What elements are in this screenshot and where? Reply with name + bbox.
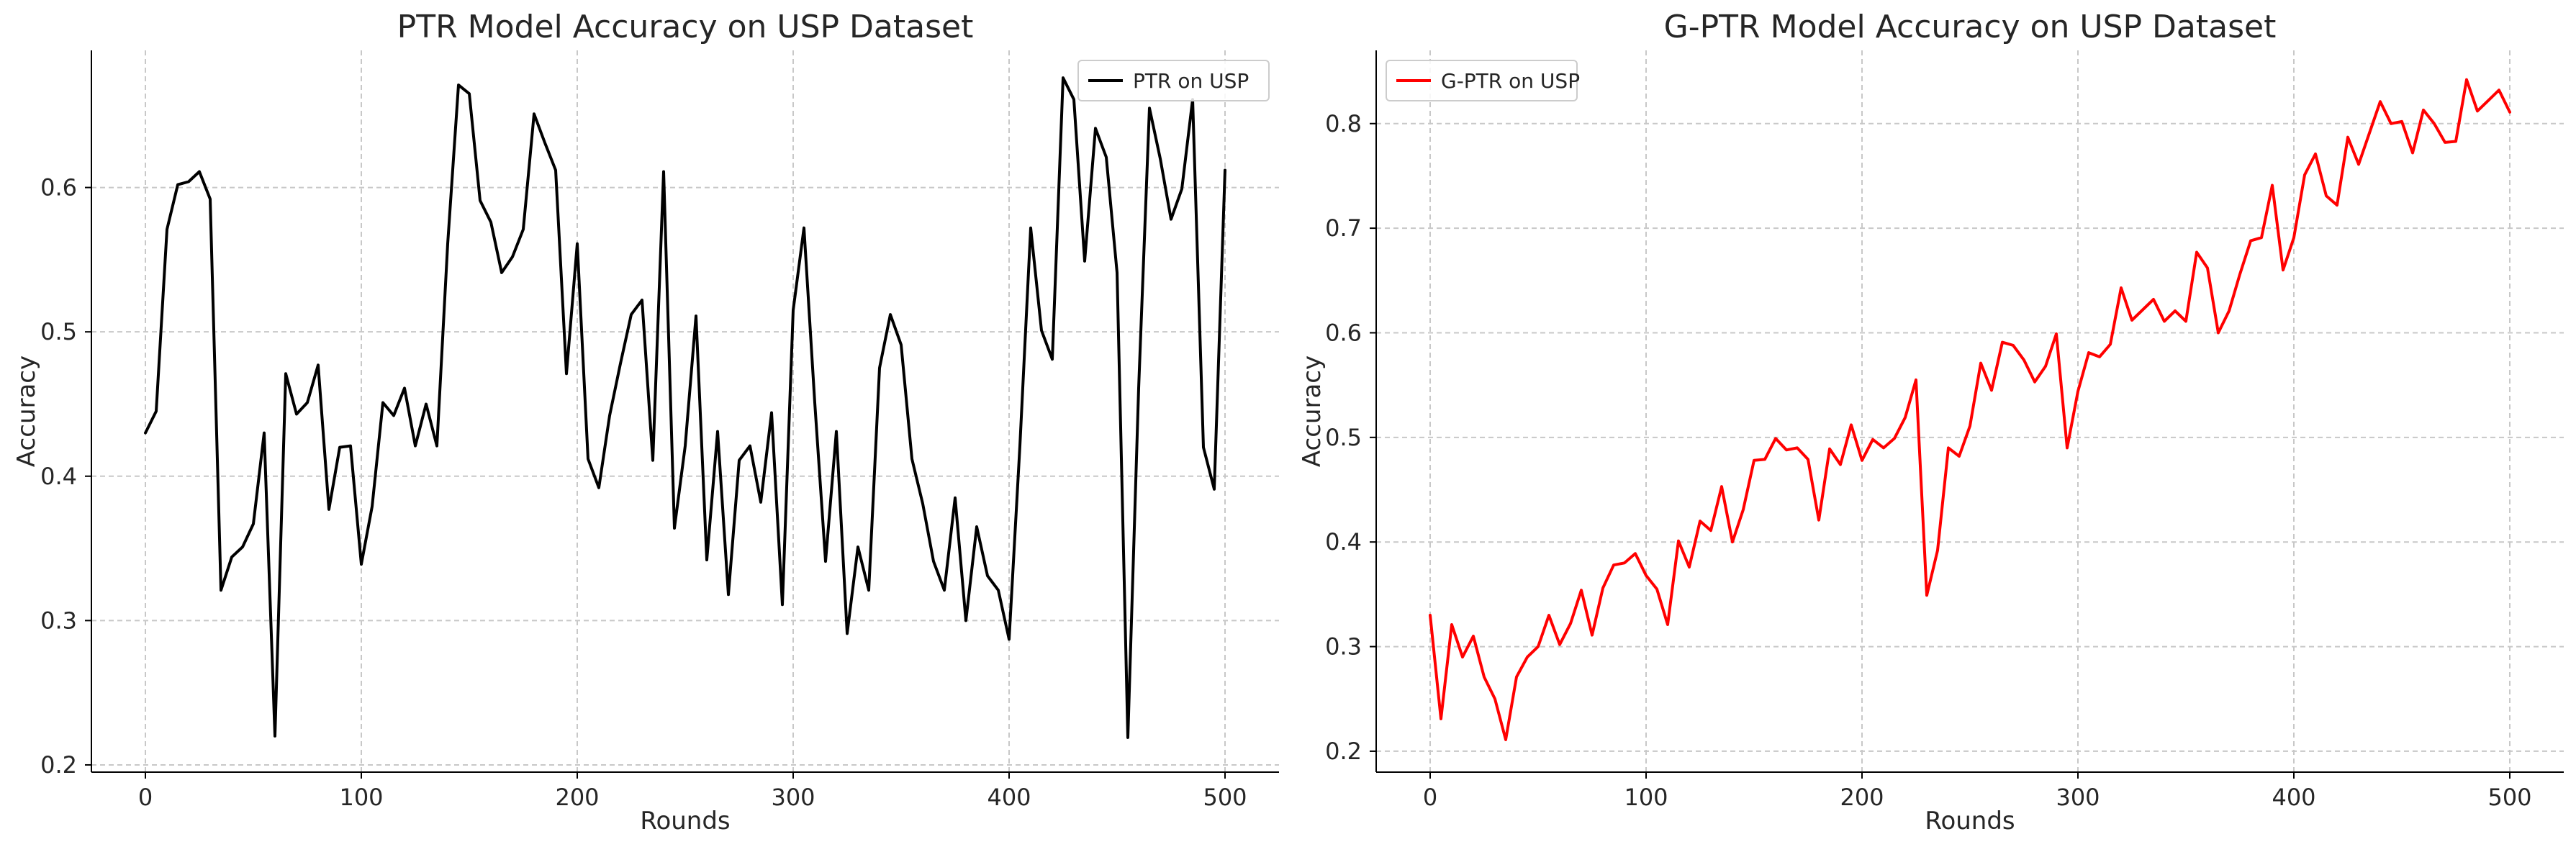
- y-tick-label: 0.5: [40, 318, 77, 345]
- chart-panel-gptr: 0 100 200 300 400 500 0.2 0.3 0.4 0.5 0.6 0.7 0.8 Rou…: [1298, 9, 2564, 835]
- y-tick-label: 0.3: [1325, 633, 1362, 661]
- y-tick-label: 0.5: [1325, 424, 1362, 451]
- x-axis-label: Rounds: [1925, 807, 2015, 835]
- y-tick-label: 0.2: [40, 751, 77, 779]
- x-tick-label: 500: [2487, 784, 2531, 811]
- x-tick-label: 0: [1423, 784, 1437, 811]
- x-axis-label: Rounds: [640, 807, 730, 835]
- chart-title: G-PTR Model Accuracy on USP Dataset: [1664, 9, 2277, 45]
- x-tick-label: 300: [771, 784, 815, 811]
- legend-label: PTR on USP: [1133, 69, 1249, 93]
- x-tick-label: 100: [339, 784, 383, 811]
- x-tick-label: 400: [2272, 784, 2315, 811]
- legend-label: G-PTR on USP: [1441, 69, 1580, 93]
- y-tick-label: 0.6: [1325, 319, 1362, 346]
- y-tick-label: 0.8: [1325, 110, 1362, 137]
- y-tick-label: 0.3: [40, 607, 77, 634]
- series-line: [1429, 78, 2511, 741]
- y-axis-label: Accuracy: [12, 355, 41, 467]
- chart-panel-ptr: 0 100 200 300 400 500 0.2 0.3 0.4 0.5 0.6 Rounds Acc…: [12, 9, 1279, 835]
- x-tick-label: 0: [138, 784, 153, 811]
- y-tick-label: 0.6: [40, 174, 77, 201]
- x-tick-label: 500: [1203, 784, 1247, 811]
- legend-box: [1077, 60, 1270, 101]
- y-tick-label: 0.4: [1325, 528, 1362, 556]
- y-tick-label: 0.2: [1325, 738, 1362, 765]
- y-tick-label: 0.4: [40, 463, 77, 490]
- x-tick-label: 200: [555, 784, 599, 811]
- legend-box: [1386, 60, 1578, 101]
- y-tick-label: 0.7: [1325, 214, 1362, 242]
- series-line: [144, 76, 1226, 739]
- legend: PTR on USP: [1077, 60, 1270, 101]
- legend: G-PTR on USP: [1386, 60, 1580, 101]
- x-tick-label: 100: [1624, 784, 1668, 811]
- x-tick-label: 400: [987, 784, 1031, 811]
- x-tick-label: 200: [1840, 784, 1884, 811]
- y-axis-label: Accuracy: [1298, 355, 1327, 467]
- x-tick-label: 300: [2056, 784, 2100, 811]
- chart-title: PTR Model Accuracy on USP Dataset: [397, 9, 974, 45]
